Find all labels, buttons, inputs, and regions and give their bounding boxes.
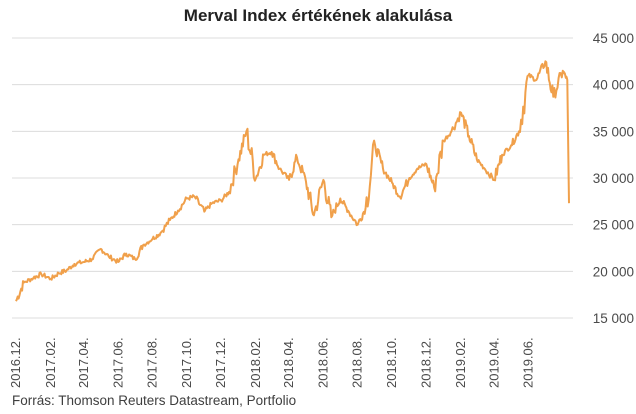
x-tick-label: 2018.04. bbox=[281, 337, 296, 388]
x-tick-label: 2017.12. bbox=[213, 337, 228, 388]
x-tick-label: 2019.02. bbox=[453, 337, 468, 388]
x-tick-label: 2018.10. bbox=[384, 337, 399, 388]
y-tick-label: 40 000 bbox=[593, 78, 634, 93]
x-tick-label: 2017.02. bbox=[43, 337, 58, 388]
y-tick-label: 20 000 bbox=[593, 264, 634, 279]
x-tick-label: 2018.02. bbox=[248, 337, 263, 388]
x-tick-label: 2018.08. bbox=[350, 337, 365, 388]
y-tick-label: 45 000 bbox=[593, 31, 634, 46]
source-note: Forrás: Thomson Reuters Datastream, Port… bbox=[12, 393, 297, 408]
x-tick-label: 2017.06. bbox=[110, 337, 125, 388]
chart-title: Merval Index értékének alakulása bbox=[183, 6, 453, 25]
x-tick-label: 2019.04. bbox=[486, 337, 501, 388]
x-tick-label: 2017.04. bbox=[76, 337, 91, 388]
x-tick-label: 2018.06. bbox=[315, 337, 330, 388]
x-tick-label: 2016.12. bbox=[8, 337, 23, 388]
x-tick-label: 2019.06. bbox=[521, 337, 536, 388]
x-tick-label: 2018.12. bbox=[418, 337, 433, 388]
series-group bbox=[15, 60, 570, 302]
y-tick-label: 25 000 bbox=[593, 218, 634, 233]
x-tick-label: 2017.08. bbox=[145, 337, 160, 388]
y-tick-label: 30 000 bbox=[593, 171, 634, 186]
y-axis-ticks: 15 000 20 000 25 000 30 000 35 000 40 000 45 0… bbox=[593, 31, 634, 326]
y-tick-label: 15 000 bbox=[593, 311, 634, 326]
merval-series-line bbox=[15, 60, 570, 302]
x-axis-ticks: 2016.12. 2017.02. 2017.04. 2017.06. 2017.08.… bbox=[8, 337, 536, 388]
x-tick-label: 2017.10. bbox=[179, 337, 194, 388]
y-tick-label: 35 000 bbox=[593, 124, 634, 139]
gridlines bbox=[12, 37, 573, 319]
